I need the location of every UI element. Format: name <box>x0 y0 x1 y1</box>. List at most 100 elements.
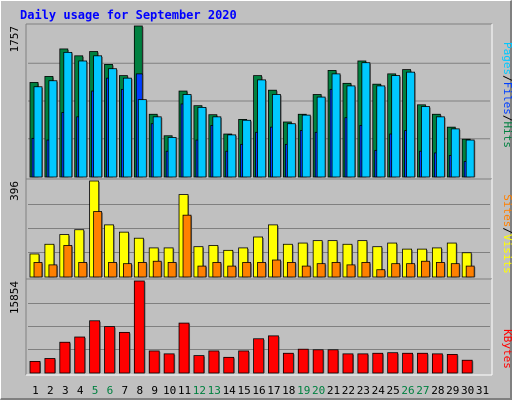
bar-sites-day-18 <box>286 262 297 278</box>
bar-pages-day-20 <box>316 96 327 178</box>
bar-sites-day-16 <box>257 262 267 278</box>
bar-kbytes-day-28 <box>431 353 444 374</box>
bar-sites-day-4 <box>78 262 88 278</box>
bar-pages-day-6 <box>108 68 118 178</box>
bar-pages-day-5 <box>93 55 103 178</box>
bar-kbytes-day-24 <box>372 352 384 374</box>
x-label-day-16: 16 <box>252 384 265 397</box>
bar-pages-day-26 <box>406 71 416 178</box>
bar-pages-day-4 <box>78 60 88 178</box>
x-label-day-17: 17 <box>267 384 280 397</box>
bar-sites-day-30 <box>465 265 476 278</box>
bar-pages-day-17 <box>272 94 282 178</box>
bar-sites-day-21 <box>331 262 342 278</box>
bar-sites-day-11 <box>182 214 193 278</box>
legend-sep3: / <box>501 227 512 234</box>
bar-kbytes-day-21 <box>327 349 340 374</box>
x-label-day-5: 5 <box>92 384 99 397</box>
x-label-day-27: 27 <box>416 384 429 397</box>
x-label-day-14: 14 <box>223 384 237 397</box>
bar-pages-day-21 <box>331 73 342 178</box>
bar-kbytes-day-6 <box>104 326 116 374</box>
ymax-label-3: 15854 <box>8 281 21 314</box>
x-label-day-10: 10 <box>163 384 176 397</box>
bar-sites-day-13 <box>212 262 222 278</box>
bar-pages-day-19 <box>301 114 312 178</box>
legend-pages: Pages <box>501 42 512 75</box>
x-label-day-23: 23 <box>357 384 370 397</box>
bar-sites-day-7 <box>123 263 133 278</box>
bar-sites-day-3 <box>63 245 73 278</box>
bar-kbytes-day-12 <box>193 355 205 374</box>
x-label-day-29: 29 <box>446 384 459 397</box>
svg-text:Sites/Visits: Sites/Visits <box>501 194 512 274</box>
x-label-day-25: 25 <box>387 384 400 397</box>
x-label-day-12: 12 <box>193 384 206 397</box>
bar-sites-day-29 <box>450 263 461 278</box>
bar-kbytes-day-1 <box>29 360 41 374</box>
bar-kbytes-day-19 <box>297 348 310 374</box>
x-label-day-13: 13 <box>208 384 221 397</box>
x-label-day-24: 24 <box>372 384 386 397</box>
bar-pages-day-2 <box>48 80 58 178</box>
x-label-day-26: 26 <box>401 384 414 397</box>
bar-kbytes-day-10 <box>163 353 176 374</box>
bar-sites-day-8 <box>137 262 148 278</box>
bar-kbytes-day-16 <box>253 338 265 374</box>
bar-sites-day-6 <box>108 262 118 278</box>
legend-hits: Hits <box>501 122 512 149</box>
bar-kbytes-day-2 <box>44 358 56 374</box>
bar-sites-day-14 <box>227 265 237 278</box>
ymax-label-2: 396 <box>8 181 21 201</box>
bar-sites-day-9 <box>152 260 163 278</box>
x-label-day-28: 28 <box>431 384 444 397</box>
bar-pages-day-9 <box>152 116 163 178</box>
bar-kbytes-day-4 <box>74 336 86 374</box>
bar-pages-day-3 <box>63 51 73 178</box>
bar-sites-day-24 <box>376 269 386 278</box>
bar-pages-day-29 <box>450 128 461 178</box>
bar-sites-day-26 <box>406 263 416 278</box>
bar-kbytes-day-30 <box>461 359 474 374</box>
bar-kbytes-day-29 <box>446 354 459 374</box>
x-label-day-19: 19 <box>297 384 310 397</box>
bar-kbytes-day-17 <box>268 335 280 374</box>
legend-mid: Sites/Visits <box>501 194 512 274</box>
x-label-day-1: 1 <box>32 384 39 397</box>
legend-sep1: / <box>501 75 512 82</box>
bar-sites-day-23 <box>361 262 371 278</box>
bar-sites-day-22 <box>346 264 356 278</box>
bar-kbytes-day-27 <box>417 352 429 374</box>
bar-kbytes-day-8 <box>133 280 146 374</box>
x-label-day-20: 20 <box>312 384 325 397</box>
bar-pages-day-10 <box>167 137 178 178</box>
bar-kbytes-day-13 <box>208 350 220 374</box>
bar-kbytes-day-7 <box>119 331 131 374</box>
bar-pages-day-18 <box>286 123 297 178</box>
legend-bot: KBytes <box>501 329 512 369</box>
bar-pages-day-13 <box>212 116 222 178</box>
x-label-day-21: 21 <box>327 384 340 397</box>
bar-pages-day-8 <box>137 99 148 178</box>
legend-sep2: / <box>501 115 512 122</box>
legend-top: Pages/Files/Hits <box>501 42 512 148</box>
x-label-day-2: 2 <box>47 384 54 397</box>
bar-pages-day-7 <box>123 77 133 178</box>
bar-sites-day-27 <box>421 260 431 278</box>
bar-pages-day-1 <box>33 86 43 178</box>
x-label-day-6: 6 <box>107 384 114 397</box>
bar-kbytes-day-5 <box>89 320 101 374</box>
chart-title: Daily usage for September 2020 <box>20 8 237 22</box>
bar-sites-day-17 <box>272 259 282 278</box>
bar-kbytes-day-20 <box>312 349 325 374</box>
bar-sites-day-12 <box>197 265 207 278</box>
bar-pages-day-16 <box>257 79 267 178</box>
x-label-day-3: 3 <box>62 384 69 397</box>
bar-kbytes-day-23 <box>357 353 369 374</box>
svg-text:Pages/Files/Hits: Pages/Files/Hits <box>501 42 512 148</box>
bar-sites-day-1 <box>33 262 43 278</box>
bar-pages-day-22 <box>346 85 356 178</box>
bar-pages-day-30 <box>465 139 476 178</box>
